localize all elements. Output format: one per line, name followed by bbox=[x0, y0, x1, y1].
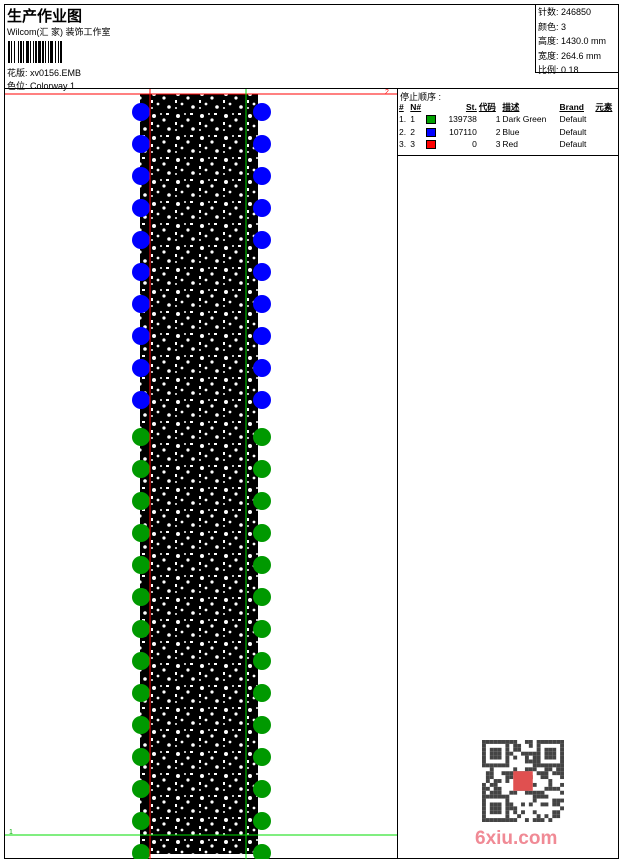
colorway-label: 色位: bbox=[7, 81, 28, 91]
design-info: 针数: 246850 颜色: 3 高度: 1430.0 mm 宽度: 264.6… bbox=[535, 4, 619, 75]
col-stitches: St. bbox=[465, 102, 477, 112]
colorway-value: Colorway 1 bbox=[30, 81, 76, 91]
watermark: 6xiu.com bbox=[475, 828, 558, 849]
color-swatch bbox=[426, 115, 437, 125]
info-scale: 比例: 0.18 bbox=[538, 65, 579, 75]
colorway: 色位: Colorway 1 bbox=[7, 79, 75, 92]
start-marker: 1 bbox=[9, 829, 13, 836]
info-width: 宽度: 264.6 mm bbox=[538, 50, 602, 61]
info-height: 高度: 1430.0 mm bbox=[538, 36, 607, 46]
color-swatch bbox=[426, 140, 437, 150]
design-value: xv0156.EMB bbox=[30, 68, 82, 78]
color-swatch bbox=[426, 127, 437, 137]
page-frame bbox=[4, 4, 619, 859]
col-code: 代码 bbox=[478, 102, 496, 112]
design-preview: 1 2 bbox=[5, 89, 397, 859]
qr-code bbox=[482, 740, 564, 822]
stop-sequence-table: # N# St. 代码 描述 Brand 元素 1. 1 139738 1 Dark G… bbox=[398, 101, 618, 151]
color-row: 2. 2 107110 2 Blue Default bbox=[399, 126, 587, 137]
page-title: 生产作业图 bbox=[7, 8, 83, 25]
design-file: 花版: xv0156.EMB bbox=[7, 66, 81, 79]
info-colors: 颜色: 3 bbox=[538, 21, 567, 32]
color-row: 1. 1 139738 1 Dark Green Default bbox=[399, 114, 587, 125]
info-stitches: 针数: 246850 bbox=[538, 7, 592, 17]
blue-section bbox=[132, 94, 271, 419]
col-index: # bbox=[399, 102, 404, 112]
col-brand: Brand bbox=[559, 102, 584, 112]
divider bbox=[397, 88, 398, 859]
color-row: 3. 3 0 3 Red Default bbox=[399, 139, 587, 150]
col-number: N# bbox=[410, 102, 422, 112]
divider bbox=[397, 155, 619, 156]
green-section bbox=[132, 419, 271, 859]
barcode bbox=[8, 41, 136, 63]
studio-name: Wilcom(汇 家) 装饰工作室 bbox=[7, 27, 111, 37]
end-marker: 2 bbox=[385, 89, 389, 96]
stop-sequence-title: 停止顺序 : bbox=[400, 92, 442, 102]
report-header: 生产作业图 Wilcom(汇 家) 装饰工作室 花版: xv0156.EMB 色… bbox=[4, 4, 535, 92]
design-label: 花版: bbox=[7, 68, 28, 78]
col-element: 元素 bbox=[595, 102, 613, 112]
col-description: 描述 bbox=[502, 102, 520, 112]
col-swatch bbox=[425, 101, 440, 113]
divider bbox=[4, 88, 619, 89]
